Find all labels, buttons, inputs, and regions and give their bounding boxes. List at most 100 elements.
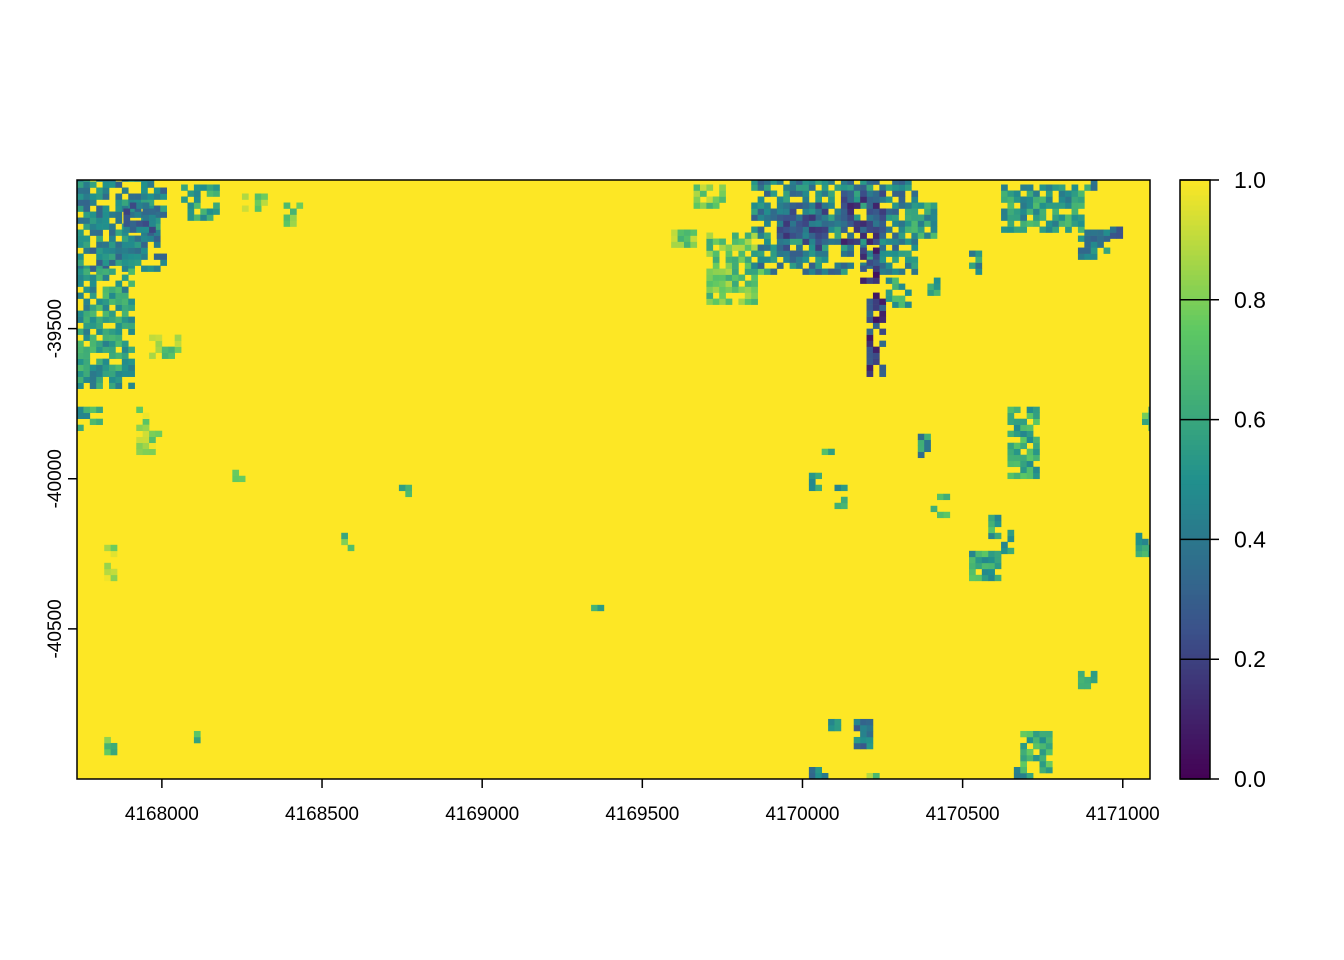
raster-cell [879, 190, 887, 197]
raster-cell [719, 274, 726, 281]
raster-cell [872, 271, 880, 278]
raster-cell [96, 193, 103, 200]
colorbar-band [1180, 709, 1210, 715]
raster-cell [141, 181, 148, 188]
raster-cell [155, 430, 163, 438]
raster-patch [341, 532, 355, 552]
raster-cell [975, 250, 983, 257]
raster-cell [917, 202, 925, 209]
raster-cell [847, 214, 855, 221]
colorbar-band [1180, 714, 1210, 720]
raster-cell [860, 232, 867, 239]
raster-patch [398, 484, 413, 498]
raster-cell [153, 217, 161, 224]
raster-cell [783, 226, 790, 233]
raster-cell [706, 202, 714, 209]
colorbar-band [1180, 654, 1210, 660]
raster-cell [866, 220, 874, 227]
colorbar-band [1180, 419, 1210, 426]
raster-cell [1020, 442, 1027, 450]
raster-cell [879, 256, 887, 263]
raster-cell [776, 220, 784, 227]
x-tick-label: 4169000 [445, 804, 519, 825]
raster-cell [1007, 406, 1015, 413]
raster-cell [981, 550, 989, 558]
raster-cell [1033, 406, 1040, 413]
raster-cell [136, 424, 143, 432]
raster-cell [988, 550, 995, 558]
raster-patch [866, 292, 887, 377]
raster-cell [1058, 184, 1066, 191]
colorbar-band [1180, 199, 1210, 206]
colorbar-band [1180, 369, 1210, 376]
raster-cell [1045, 220, 1053, 227]
raster-cell [1007, 460, 1015, 468]
raster-cell [405, 490, 413, 498]
raster-cell [1090, 670, 1098, 678]
raster-cell [821, 214, 829, 221]
raster-patch [834, 484, 848, 510]
raster-cell [776, 226, 784, 233]
raster-cell [879, 238, 887, 245]
raster-cell [828, 196, 835, 203]
raster-cell [102, 181, 110, 188]
raster-cell [994, 520, 1002, 528]
colorbar-band [1180, 584, 1210, 590]
raster-cell [1084, 241, 1092, 248]
raster-cell [796, 238, 803, 245]
raster-cell [802, 184, 810, 191]
raster-cell [77, 370, 84, 377]
raster-cell [770, 268, 778, 275]
raster-patch [808, 766, 829, 779]
raster-cell [706, 196, 714, 203]
raster-cell [1058, 220, 1066, 227]
raster-cell [892, 250, 899, 257]
colorbar-band [1180, 249, 1210, 256]
raster-cell [129, 202, 137, 209]
raster-cell [77, 382, 84, 389]
raster-cell [83, 364, 91, 371]
colorbar-band [1180, 519, 1210, 525]
raster-cell [200, 208, 208, 215]
raster-cell [1103, 229, 1111, 236]
raster-cell [147, 180, 155, 182]
raster-cell [892, 180, 899, 185]
raster-cell [879, 220, 887, 227]
raster-cell [153, 223, 161, 230]
raster-cell [815, 214, 822, 221]
raster-cell [808, 766, 816, 774]
x-axis: 4168000 4168500 4169000 4169500 4170000 41705… [125, 779, 1160, 825]
raster-cell [174, 340, 182, 347]
raster-cell [904, 202, 912, 209]
raster-cell [1090, 247, 1098, 254]
raster-cell [975, 550, 983, 558]
raster-cell [872, 208, 880, 215]
raster-cell [776, 250, 784, 257]
raster-cell [341, 532, 348, 540]
raster-cell [834, 484, 842, 492]
raster-cell [933, 277, 941, 284]
raster-cell [751, 202, 758, 209]
raster-cell [1026, 202, 1034, 209]
raster-patch [853, 718, 874, 750]
raster-cell [1007, 220, 1015, 227]
raster-cell [77, 280, 84, 287]
raster-cell [796, 226, 803, 233]
raster-cell [77, 193, 84, 200]
raster-cell [706, 286, 714, 293]
raster-cell [828, 238, 835, 245]
raster-cell [109, 235, 116, 242]
raster-cell [89, 292, 97, 299]
raster-cell [1109, 226, 1117, 233]
raster-cell [866, 226, 874, 233]
colorbar-band [1180, 404, 1210, 411]
colorbar-band [1180, 769, 1210, 775]
raster-cell [853, 718, 861, 726]
colorbar-band [1180, 754, 1210, 760]
raster-cell [115, 304, 123, 311]
raster-cell [898, 283, 906, 290]
raster-cell [153, 253, 161, 260]
raster-cell [866, 346, 874, 353]
colorbar-band [1180, 749, 1210, 755]
raster-patch [136, 424, 163, 456]
